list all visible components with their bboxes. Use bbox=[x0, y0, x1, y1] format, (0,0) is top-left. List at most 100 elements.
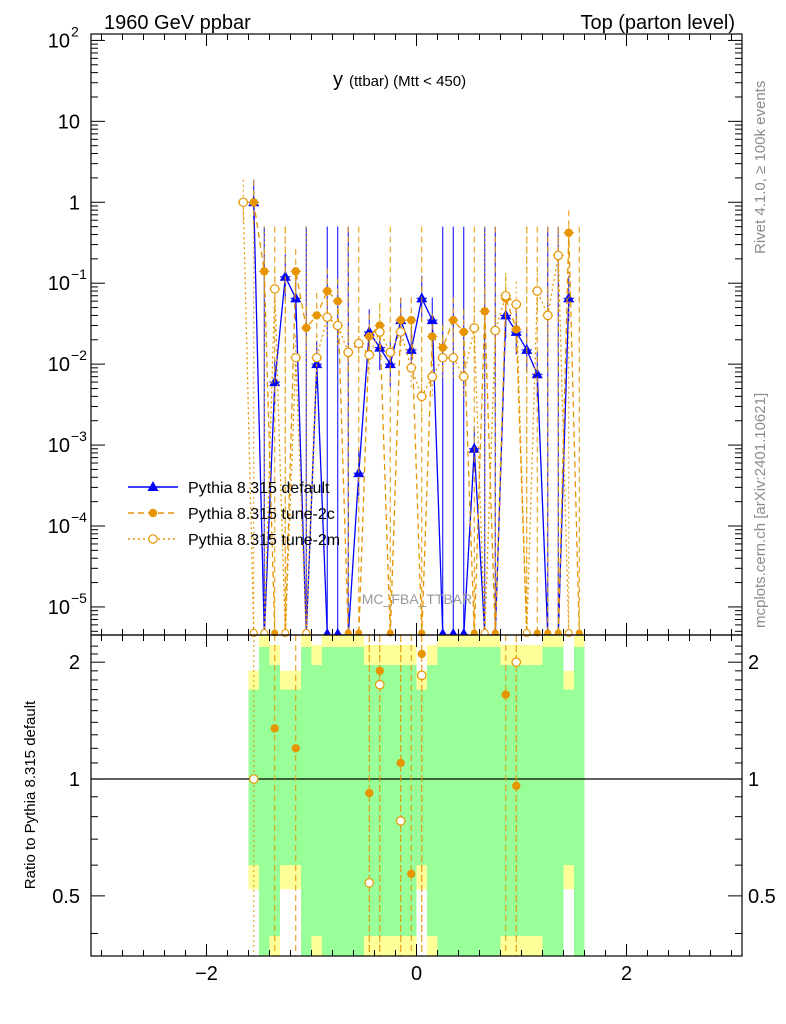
uncertainty-band-inner bbox=[469, 647, 480, 956]
uncertainty-band-inner bbox=[301, 647, 312, 956]
uncertainty-band-inner bbox=[353, 647, 364, 956]
uncertainty-band-inner bbox=[311, 665, 322, 936]
data-point bbox=[448, 352, 459, 363]
data-point bbox=[249, 198, 258, 207]
legend-label: Pythia 8.315 tune-2c bbox=[188, 506, 335, 523]
uncertainty-band-inner bbox=[385, 665, 396, 936]
uncertainty-band-inner bbox=[427, 665, 438, 936]
y-tick-label-exponent: 2 bbox=[71, 23, 79, 39]
data-point bbox=[279, 270, 291, 281]
header-left-title: 1960 GeV ppbar bbox=[104, 12, 251, 34]
plot-title: y (ttbar) (Mtt < 450) bbox=[333, 69, 466, 91]
legend-label: Pythia 8.315 default bbox=[188, 480, 330, 497]
data-point bbox=[532, 286, 543, 296]
data-point bbox=[511, 299, 522, 310]
y-tick-label: 10 bbox=[48, 354, 70, 376]
uncertainty-band-inner bbox=[332, 647, 343, 956]
data-point bbox=[490, 325, 501, 336]
data-point bbox=[512, 325, 521, 334]
y-tick-label-exponent: −5 bbox=[71, 590, 87, 606]
data-point bbox=[291, 267, 300, 276]
data-point bbox=[323, 286, 332, 296]
data-point bbox=[343, 347, 354, 358]
uncertainty-band-inner bbox=[521, 665, 532, 936]
ratio-point bbox=[365, 788, 374, 798]
data-point bbox=[405, 343, 417, 354]
data-point bbox=[311, 352, 322, 363]
uncertainty-band-inner bbox=[343, 647, 354, 956]
data-point bbox=[374, 327, 385, 337]
x-tick-label: 2 bbox=[621, 963, 632, 985]
axis-ticks bbox=[91, 34, 742, 956]
data-point bbox=[322, 628, 332, 636]
plot-title-main: y bbox=[333, 69, 343, 91]
ratio-point bbox=[396, 758, 405, 768]
uncertainty-band-inner bbox=[553, 647, 564, 956]
ratio-point bbox=[248, 774, 259, 784]
legend-label: Pythia 8.315 tune-2m bbox=[188, 532, 340, 549]
data-point bbox=[553, 250, 564, 261]
data-point bbox=[459, 327, 468, 337]
ratio-y-tick-label-right: 0.5 bbox=[748, 886, 776, 908]
ratio-y-tick-label-right: 1 bbox=[748, 769, 759, 791]
ratio-point bbox=[501, 690, 510, 699]
data-point bbox=[364, 350, 375, 360]
data-point bbox=[469, 323, 480, 333]
y-tick-label-exponent: −4 bbox=[71, 509, 87, 525]
data-point bbox=[438, 628, 448, 636]
data-point bbox=[407, 315, 416, 325]
rivet-version-label: Rivet 4.1.0, ≥ 100k events bbox=[752, 80, 769, 254]
ratio-point bbox=[270, 724, 279, 733]
y-tick-label-exponent: −2 bbox=[71, 347, 87, 363]
ratio-point bbox=[364, 878, 375, 888]
ratio-y-tick-label: 0.5 bbox=[52, 886, 80, 908]
ratio-y-tick-label: 1 bbox=[69, 769, 80, 791]
data-point bbox=[437, 352, 448, 363]
uncertainty-band-inner bbox=[479, 647, 490, 956]
uncertainty-band-inner bbox=[259, 647, 270, 956]
data-point bbox=[427, 371, 438, 382]
ratio-y-label: Ratio to Pythia 8.315 default bbox=[22, 700, 39, 889]
uncertainty-band-inner bbox=[280, 689, 291, 866]
data-point bbox=[269, 284, 280, 294]
mcplots-reference-label: mcplots.cern.ch [arXiv:2401.10621] bbox=[752, 392, 769, 628]
series-line bbox=[253, 202, 570, 636]
data-point bbox=[416, 391, 427, 402]
data-point bbox=[384, 358, 396, 369]
main-panel-content bbox=[238, 179, 583, 638]
header-right-title: Top (parton level) bbox=[580, 12, 735, 34]
ratio-point bbox=[407, 869, 416, 878]
ratio-y-tick-label-right: 2 bbox=[748, 652, 759, 674]
y-tick-label: 10 bbox=[58, 111, 80, 133]
legend-marker bbox=[148, 508, 158, 518]
data-point bbox=[333, 296, 342, 306]
data-point bbox=[395, 327, 406, 337]
ratio-series bbox=[248, 635, 522, 956]
ratio-y-tick-label: 2 bbox=[69, 652, 80, 674]
data-point bbox=[428, 332, 437, 341]
data-point bbox=[448, 628, 458, 636]
x-tick-label: −2 bbox=[195, 963, 218, 985]
data-point bbox=[542, 310, 553, 321]
uncertainty-band-inner bbox=[437, 647, 448, 956]
uncertainty-band-inner bbox=[490, 647, 501, 956]
y-tick-label: 10 bbox=[48, 273, 70, 295]
data-point bbox=[333, 628, 343, 636]
uncertainty-band-inner bbox=[458, 647, 469, 956]
data-point bbox=[311, 358, 323, 369]
y-tick-label: 1 bbox=[69, 192, 80, 214]
series-line bbox=[253, 202, 580, 636]
data-point bbox=[332, 320, 343, 331]
data-point bbox=[438, 343, 447, 352]
uncertainty-band-inner bbox=[542, 647, 553, 956]
legend: Pythia 8.315 default Pythia 8.315 tune-2c… bbox=[128, 480, 340, 549]
data-point bbox=[353, 338, 364, 349]
data-point bbox=[500, 290, 511, 301]
data-point bbox=[290, 352, 301, 363]
ratio-point bbox=[291, 744, 300, 753]
data-point bbox=[449, 315, 458, 325]
y-tick-label: 10 bbox=[48, 516, 70, 538]
y-tick-label: 10 bbox=[48, 597, 70, 619]
data-point bbox=[458, 371, 469, 382]
